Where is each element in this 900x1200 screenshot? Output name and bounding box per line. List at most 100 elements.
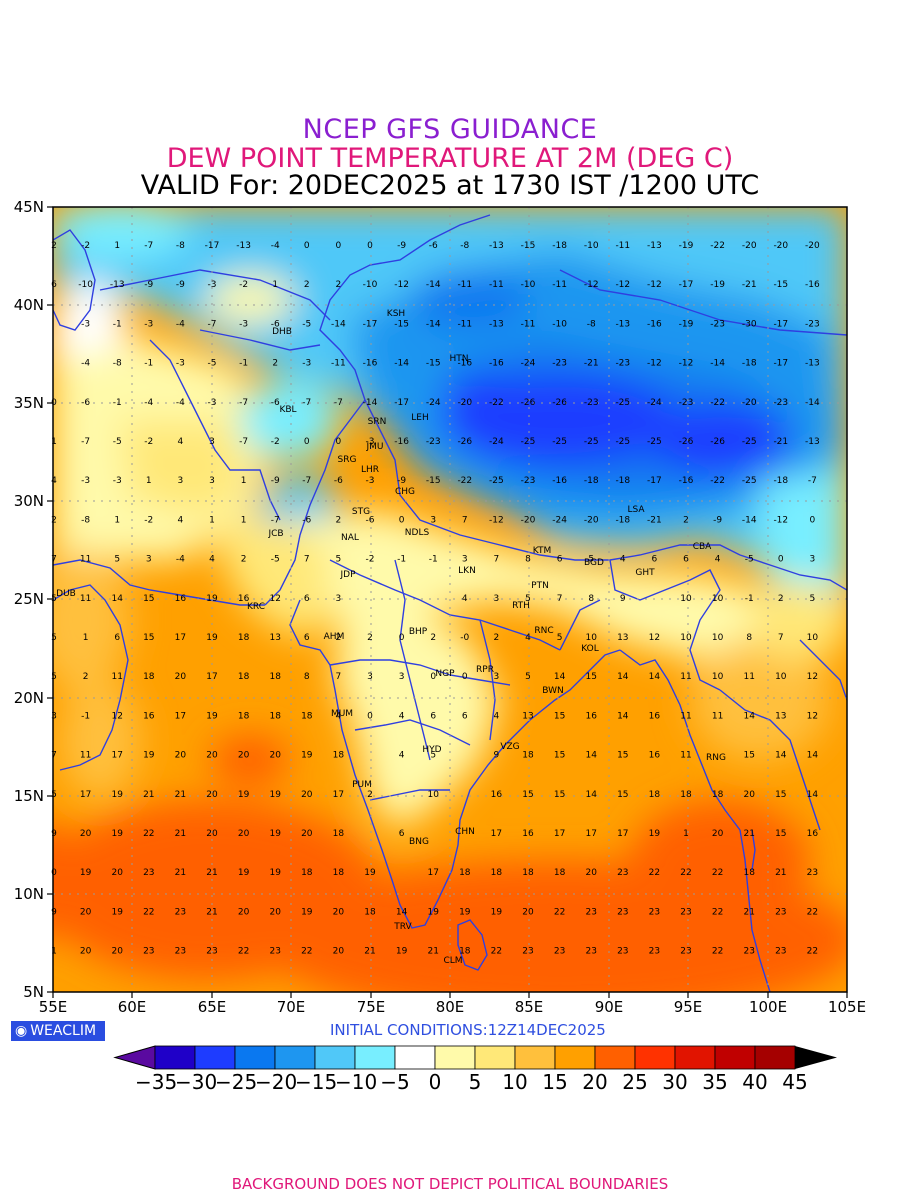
station-value: -22 (710, 241, 725, 251)
station-value: -7 (302, 398, 311, 408)
lat-label: 20N (13, 689, 44, 707)
station-value: 23 (143, 868, 154, 878)
station-value: -2 (366, 555, 375, 565)
station-value: 1 (114, 241, 120, 251)
station-value: 10 (712, 633, 724, 643)
station-value: -23 (521, 476, 536, 486)
station-value: 16 (585, 711, 597, 721)
colorbar-label: 20 (582, 1070, 608, 1094)
station-value: -13 (805, 437, 820, 447)
city-label-bwn: BWN (542, 686, 564, 696)
station-value: 11 (680, 751, 691, 761)
colorbar-swatch (274, 1045, 316, 1070)
city-label-ksh: KSH (387, 309, 405, 319)
station-value: -25 (742, 476, 757, 486)
station-value: -2 (144, 437, 153, 447)
station-value: -3 (208, 398, 217, 408)
station-value: -6 (334, 476, 343, 486)
station-value: -6 (366, 515, 375, 525)
station-value: 0 (399, 633, 405, 643)
station-value: -16 (647, 319, 662, 329)
station-value: 14 (396, 907, 408, 917)
station-value: -20 (521, 515, 536, 525)
station-value: -9 (713, 515, 722, 525)
lat-label: 35N (13, 394, 44, 412)
station-value: -18 (742, 359, 757, 369)
station-value: 22 (238, 947, 249, 957)
city-label-mum: MUM (331, 709, 353, 719)
station-value: -4 (176, 555, 185, 565)
station-value: 20 (238, 829, 250, 839)
station-value: -13 (489, 319, 504, 329)
station-value: 14 (617, 672, 629, 682)
lon-label: 65E (197, 998, 227, 1016)
station-value: 15 (522, 790, 533, 800)
station-value: 22 (712, 907, 723, 917)
lat-label: 45N (13, 198, 44, 216)
station-value: 15 (554, 711, 565, 721)
station-value: -12 (615, 280, 630, 290)
station-value: 3 (494, 672, 500, 682)
station-value: 20 (80, 947, 92, 957)
station-value: 22 (143, 829, 154, 839)
station-value: 18 (554, 868, 566, 878)
station-value: 5 (430, 751, 436, 761)
station-value: -23 (584, 398, 599, 408)
station-value: 16 (649, 711, 661, 721)
station-value: 6 (304, 594, 310, 604)
station-value: 23 (554, 947, 565, 957)
station-value: 1 (241, 515, 247, 525)
station-value: -23 (710, 319, 725, 329)
colorbar-swatch (154, 1045, 196, 1070)
station-value: 15 (775, 790, 786, 800)
station-value: -10 (552, 319, 567, 329)
station-value: -25 (521, 437, 536, 447)
station-value: 0 (367, 241, 373, 251)
station-value: 21 (743, 829, 754, 839)
station-value: -3 (302, 359, 311, 369)
colorbar-label: −20 (255, 1070, 298, 1094)
colorbar-label: −35 (135, 1070, 178, 1094)
station-value: 19 (269, 829, 281, 839)
station-value: -22 (457, 476, 472, 486)
station-value: 5 (51, 672, 57, 682)
station-value: 9 (494, 751, 500, 761)
station-value: 5 (51, 594, 57, 604)
station-value: -9 (397, 476, 406, 486)
lon-label: 85E (514, 998, 544, 1016)
city-label-lsa: LSA (627, 505, 645, 515)
station-value: 10 (427, 790, 439, 800)
station-value: 19 (301, 751, 313, 761)
station-value: 11 (80, 751, 91, 761)
station-value: 3 (494, 594, 500, 604)
station-value: 22 (491, 947, 502, 957)
valid-time-title: VALID For: 20DEC2025 at 1730 IST /1200 U… (140, 170, 760, 201)
logo-icon: ◉ (15, 1023, 28, 1039)
station-value: 11 (680, 711, 691, 721)
colorbar-label: −10 (335, 1070, 378, 1094)
lon-label: 105E (827, 998, 867, 1016)
station-value: -8 (113, 359, 122, 369)
station-value: 1 (83, 633, 89, 643)
station-value: -20 (742, 398, 757, 408)
station-value: 20 (206, 790, 218, 800)
station-value: 14 (554, 672, 566, 682)
station-value: 4 (209, 555, 215, 565)
station-value: 14 (743, 711, 755, 721)
station-value: 4 (525, 633, 531, 643)
station-value: 20 (301, 790, 313, 800)
station-value: 21 (427, 947, 438, 957)
station-value: -7 (271, 515, 280, 525)
station-value: 22 (807, 947, 818, 957)
station-value: 17 (491, 829, 502, 839)
station-value: 11 (743, 672, 754, 682)
station-value: 17 (427, 868, 438, 878)
variable-title: DEW POINT TEMPERATURE AT 2M (DEG C) (166, 143, 734, 174)
city-label-ptn: PTN (531, 581, 549, 591)
station-value: 23 (617, 907, 628, 917)
station-value: -13 (615, 319, 630, 329)
station-value: 10 (775, 672, 787, 682)
station-value: 19 (427, 907, 439, 917)
station-value: 10 (807, 633, 819, 643)
station-value: -7 (808, 476, 817, 486)
